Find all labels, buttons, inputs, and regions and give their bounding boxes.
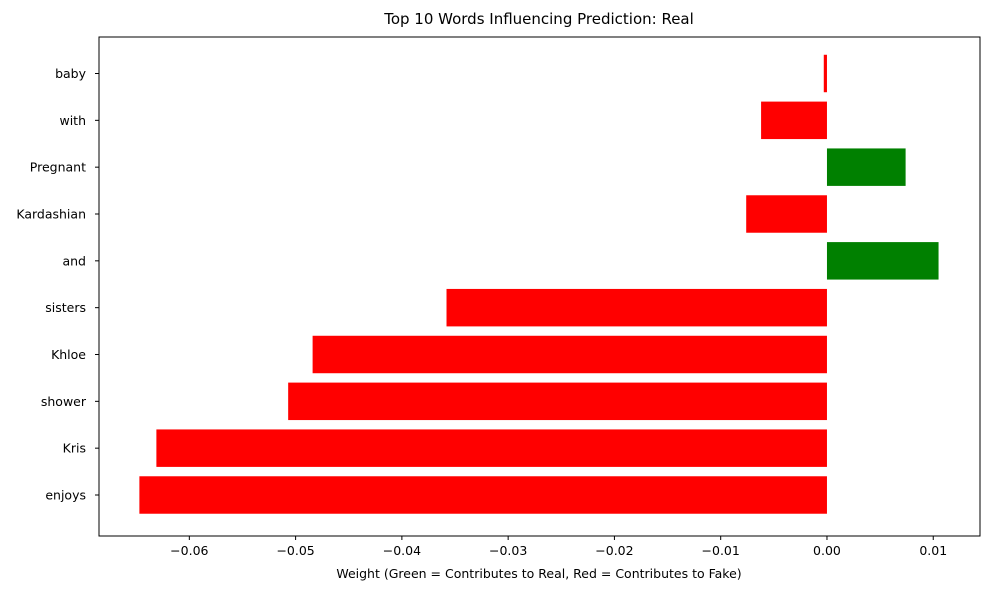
y-tick-label: Kris [63, 441, 86, 456]
y-axis-ticks: baby with Pregnant Kardashian and sisters Khlo… [16, 66, 99, 503]
y-tick-label: sisters [45, 300, 86, 315]
x-tick-label: −0.01 [702, 543, 740, 558]
bar-kardashian [746, 195, 827, 233]
bars-group [139, 54, 939, 514]
x-tick-label: −0.02 [595, 543, 633, 558]
x-tick-label: −0.03 [489, 543, 527, 558]
y-tick-label: Kardashian [16, 207, 86, 222]
y-tick-label: and [62, 253, 86, 268]
y-tick-label: with [59, 113, 86, 128]
bar-baby [823, 54, 827, 93]
y-tick-label: baby [55, 66, 87, 81]
y-tick-label: enjoys [45, 488, 86, 503]
bar-khloe [312, 335, 827, 374]
x-tick-label: −0.06 [170, 543, 208, 558]
bar-shower [288, 382, 827, 421]
x-axis-label: Weight (Green = Contributes to Real, Red… [336, 566, 741, 581]
bar-enjoys [139, 476, 827, 514]
x-axis-ticks: −0.06 −0.05 −0.04 −0.03 −0.02 −0.01 0.00 0.01 [170, 536, 947, 558]
bar-with [761, 101, 827, 140]
bar-kris [156, 429, 827, 467]
y-tick-label: Khloe [51, 347, 86, 362]
x-tick-label: −0.04 [383, 543, 421, 558]
chart-title: Top 10 Words Influencing Prediction: Rea… [383, 10, 694, 28]
bar-and [826, 242, 939, 280]
bar-sisters [446, 288, 827, 327]
y-tick-label: Pregnant [30, 160, 86, 175]
y-tick-label: shower [41, 394, 87, 409]
x-tick-label: 0.00 [813, 543, 841, 558]
plot-frame [98, 36, 981, 537]
bar-pregnant [826, 148, 906, 186]
x-tick-label: −0.05 [276, 543, 314, 558]
x-tick-label: 0.01 [919, 543, 947, 558]
